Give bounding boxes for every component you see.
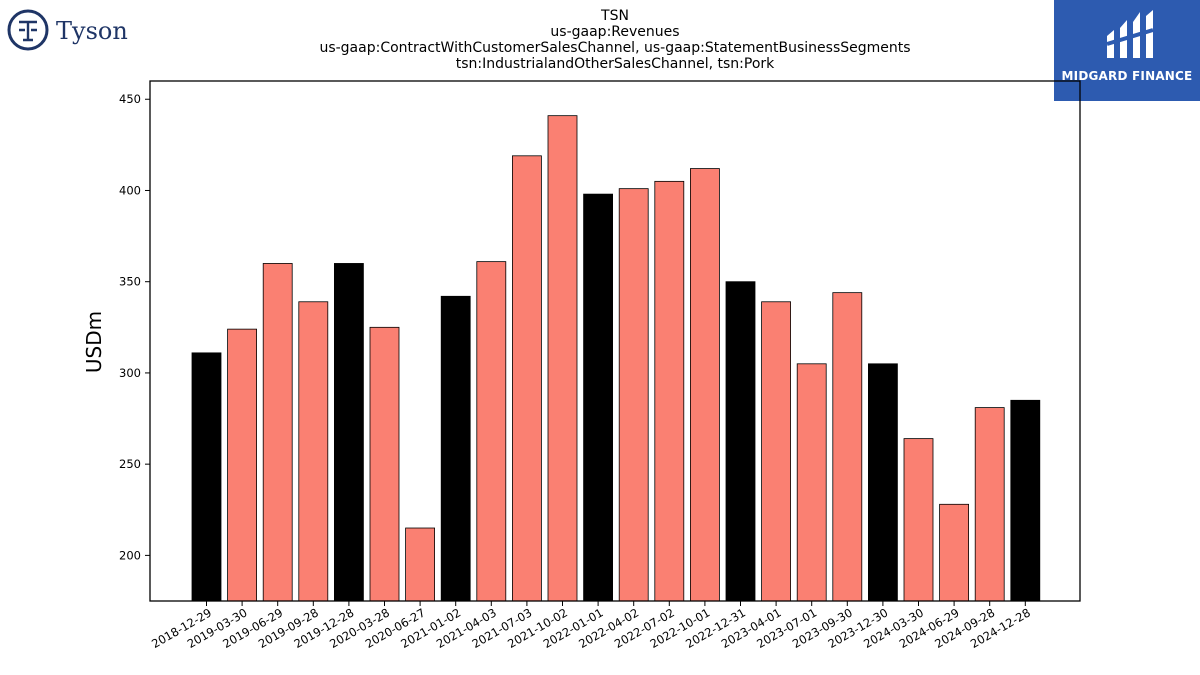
bar-2020-03-28 <box>369 326 400 602</box>
bar-2022-07-02 <box>654 180 685 602</box>
midgard-finance-logo-text: MIDGARD FINANCE <box>1061 69 1193 83</box>
tyson-logo: Tyson <box>6 8 136 52</box>
bar-2023-09-30 <box>832 292 863 602</box>
bar-2024-09-28 <box>974 407 1005 602</box>
bar-2019-03-30 <box>227 328 258 602</box>
bar-2019-06-29 <box>262 263 293 602</box>
y-tick-label: 250 <box>119 457 141 471</box>
bar-2023-12-30 <box>868 363 898 602</box>
bar-2022-04-02 <box>618 188 649 602</box>
bar-2024-12-28 <box>1010 399 1041 602</box>
y-tick-label: 300 <box>119 366 141 380</box>
bar-2019-09-28 <box>298 301 329 602</box>
bar-2018-12-29 <box>191 352 222 602</box>
chart-title-line-4: tsn:IndustrialandOtherSalesChannel, tsn:… <box>456 56 775 72</box>
bar-2022-01-01 <box>583 193 613 602</box>
bar-2023-07-01 <box>796 363 827 602</box>
y-axis-label: USDm <box>82 311 106 373</box>
bar-2021-04-03 <box>476 261 507 602</box>
midgard-finance-logo: MIDGARD FINANCE <box>1054 0 1200 101</box>
bar-2021-10-02 <box>547 115 578 602</box>
y-tick-label: 200 <box>119 548 141 562</box>
tyson-logo-text: Tyson <box>56 17 128 45</box>
bar-2022-10-01 <box>690 168 720 602</box>
chart-title-line-1: TSN <box>600 8 629 24</box>
y-tick-label: 400 <box>119 183 141 197</box>
bar-2024-03-30 <box>903 438 934 602</box>
y-tick-label: 450 <box>119 92 141 106</box>
bar-2021-07-03 <box>512 155 542 602</box>
bar-2024-06-29 <box>939 503 969 602</box>
y-axis-ticks: 200 250 300 350 400 450 <box>119 92 150 562</box>
bars-group <box>191 115 1041 602</box>
bar-2019-12-28 <box>333 263 364 602</box>
bar-2020-06-27 <box>405 527 436 602</box>
y-tick-label: 350 <box>119 275 141 289</box>
bar-2023-04-01 <box>761 301 791 602</box>
plot-frame <box>149 80 1081 602</box>
bar-2021-01-02 <box>440 295 471 602</box>
x-axis-ticks: 2018-12-292019-03-302019-06-292019-09-28… <box>149 601 1033 651</box>
chart-title: TSN us-gaap:Revenues us-gaap:ContractWit… <box>319 8 910 72</box>
chart-title-line-2: us-gaap:Revenues <box>550 24 679 40</box>
chart-title-line-3: us-gaap:ContractWithCustomerSalesChannel… <box>319 40 910 56</box>
bar-2022-12-31 <box>725 281 756 602</box>
